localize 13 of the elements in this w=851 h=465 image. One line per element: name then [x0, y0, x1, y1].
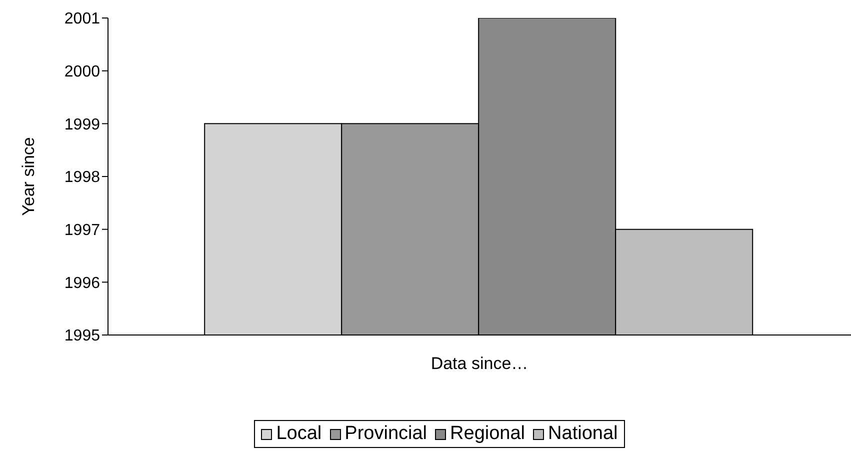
y-tick-label: 2000: [64, 64, 100, 81]
legend-label: Provincial: [344, 423, 428, 445]
y-tick-label: 1999: [64, 116, 100, 134]
legend-label: Regional: [449, 423, 526, 445]
y-axis-title: Year since: [19, 137, 38, 216]
y-tick-label: 1998: [64, 169, 100, 186]
legend-label: Local: [275, 423, 322, 445]
legend-label: National: [547, 423, 618, 445]
y-tick-label: 1995: [64, 328, 100, 345]
y-tick-label: 1997: [64, 222, 100, 240]
x-axis-title: Data since…: [430, 354, 528, 374]
y-tick-label: 2001: [64, 10, 100, 28]
y-tick-label: 1996: [64, 274, 100, 292]
